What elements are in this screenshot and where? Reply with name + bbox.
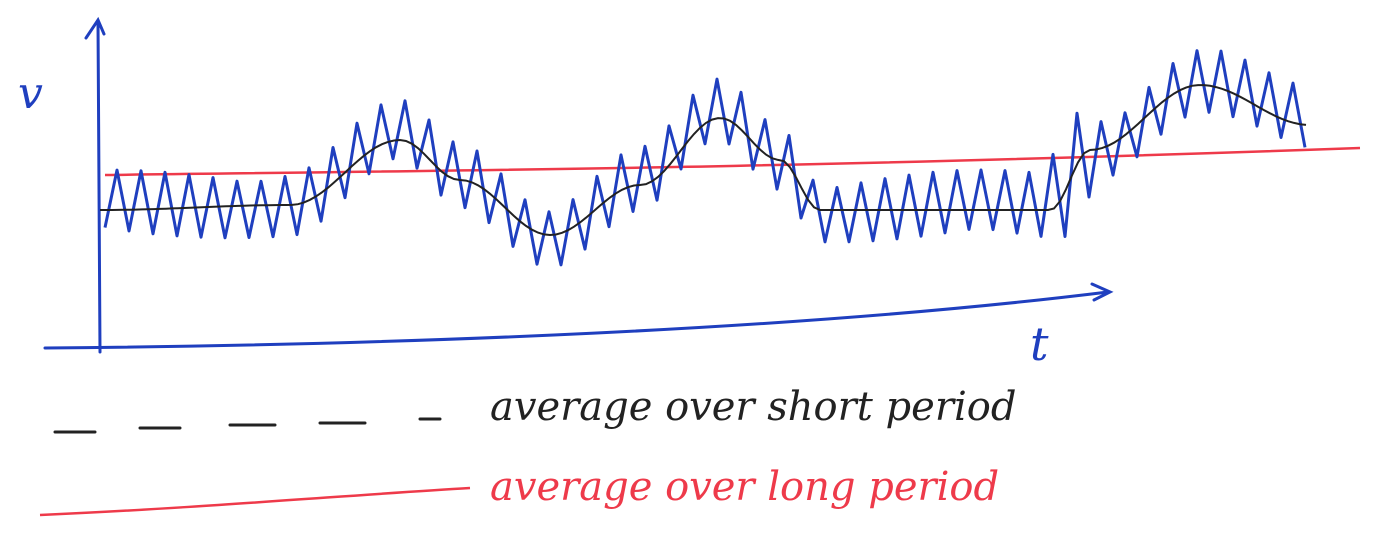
signal-curve [103, 49, 1307, 267]
legend-label: average over short period [490, 384, 1016, 430]
y-axis [84, 16, 106, 354]
legend-red-line [39, 486, 471, 517]
long-average-line [104, 146, 1361, 177]
short-average-curve [100, 84, 1307, 237]
x-axis-label: t [1030, 317, 1049, 371]
legend-dashed-line [53, 417, 442, 434]
x-axis [43, 282, 1114, 350]
y-axis-label: v [18, 68, 43, 119]
legend-label: average over long period [490, 464, 999, 510]
